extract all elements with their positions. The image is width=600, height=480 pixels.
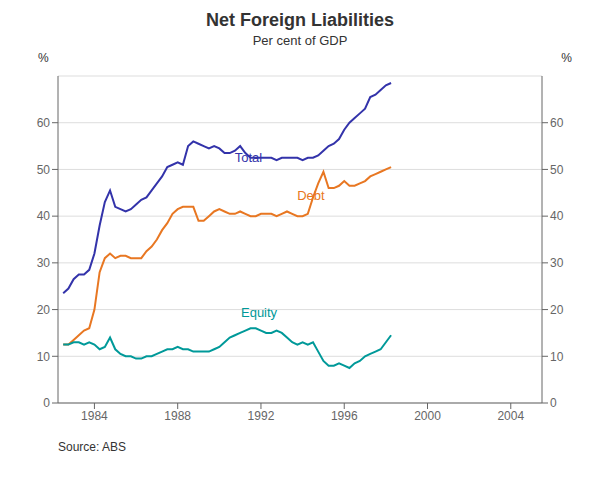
svg-text:1992: 1992 — [248, 409, 275, 423]
svg-text:0: 0 — [43, 396, 50, 410]
svg-text:2000: 2000 — [414, 409, 441, 423]
svg-text:10: 10 — [37, 350, 51, 364]
svg-text:60: 60 — [550, 116, 564, 130]
html-text:Per cent of GDP: Per cent of GDP — [252, 33, 348, 48]
svg-text:50: 50 — [550, 163, 564, 177]
svg-text:10: 10 — [550, 350, 564, 364]
svg-text:Equity: Equity — [241, 305, 278, 320]
html-text:Net Foreign Liabilities: Net Foreign Liabilities — [206, 10, 394, 30]
svg-text:50: 50 — [37, 163, 51, 177]
svg-text:1996: 1996 — [331, 409, 358, 423]
svg-text:1984: 1984 — [81, 409, 108, 423]
svg-text:30: 30 — [37, 256, 51, 270]
svg-text:0: 0 — [550, 396, 557, 410]
svg-text:20: 20 — [550, 303, 564, 317]
html-text:Source: ABS: Source: ABS — [58, 440, 126, 454]
svg-text:2004: 2004 — [497, 409, 524, 423]
svg-text:40: 40 — [550, 209, 564, 223]
svg-text:60: 60 — [37, 116, 51, 130]
svg-text:30: 30 — [550, 256, 564, 270]
svg-text:20: 20 — [37, 303, 51, 317]
svg-text:1988: 1988 — [164, 409, 191, 423]
svg-text:Debt: Debt — [297, 188, 325, 203]
svg-text:Total: Total — [235, 150, 263, 165]
svg-text:40: 40 — [37, 209, 51, 223]
